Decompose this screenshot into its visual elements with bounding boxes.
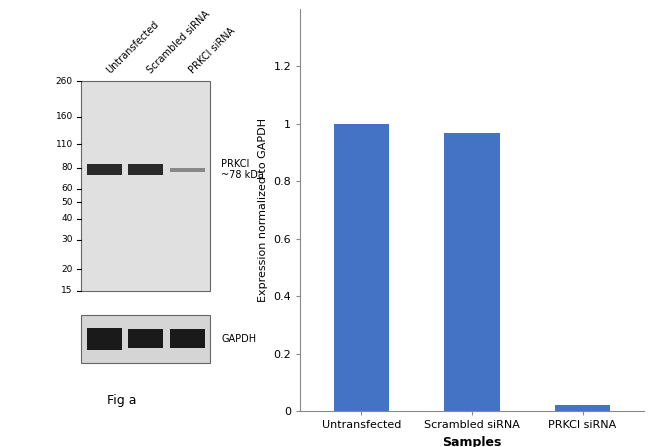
Text: 50: 50	[61, 198, 73, 207]
Bar	[128, 329, 163, 349]
Bar	[170, 168, 205, 172]
Text: 60: 60	[61, 184, 73, 194]
Bar	[170, 329, 205, 349]
Text: PRKCI siRNA: PRKCI siRNA	[187, 25, 237, 75]
X-axis label: Samples: Samples	[442, 436, 502, 447]
Text: GAPDH: GAPDH	[221, 334, 256, 344]
Bar	[128, 164, 163, 175]
Bar	[555, 405, 610, 411]
Text: 30: 30	[61, 235, 73, 244]
Text: Untransfected: Untransfected	[104, 19, 161, 75]
Bar	[86, 328, 122, 350]
Bar	[81, 315, 211, 363]
Text: 260: 260	[56, 77, 73, 86]
Text: PRKCI
~78 kDa: PRKCI ~78 kDa	[221, 159, 264, 181]
Y-axis label: Expression normalized to GAPDH: Expression normalized to GAPDH	[258, 118, 268, 302]
Bar	[86, 164, 122, 175]
Text: Fig a: Fig a	[107, 394, 136, 407]
Text: 110: 110	[55, 140, 73, 149]
Text: 80: 80	[61, 163, 73, 172]
Text: 40: 40	[62, 214, 73, 223]
Bar	[333, 124, 389, 411]
Text: Scrambled siRNA: Scrambled siRNA	[146, 9, 212, 75]
Bar	[81, 81, 211, 291]
Text: 20: 20	[62, 265, 73, 274]
Text: 160: 160	[55, 113, 73, 122]
Bar	[444, 132, 500, 411]
Text: 15: 15	[61, 286, 73, 295]
